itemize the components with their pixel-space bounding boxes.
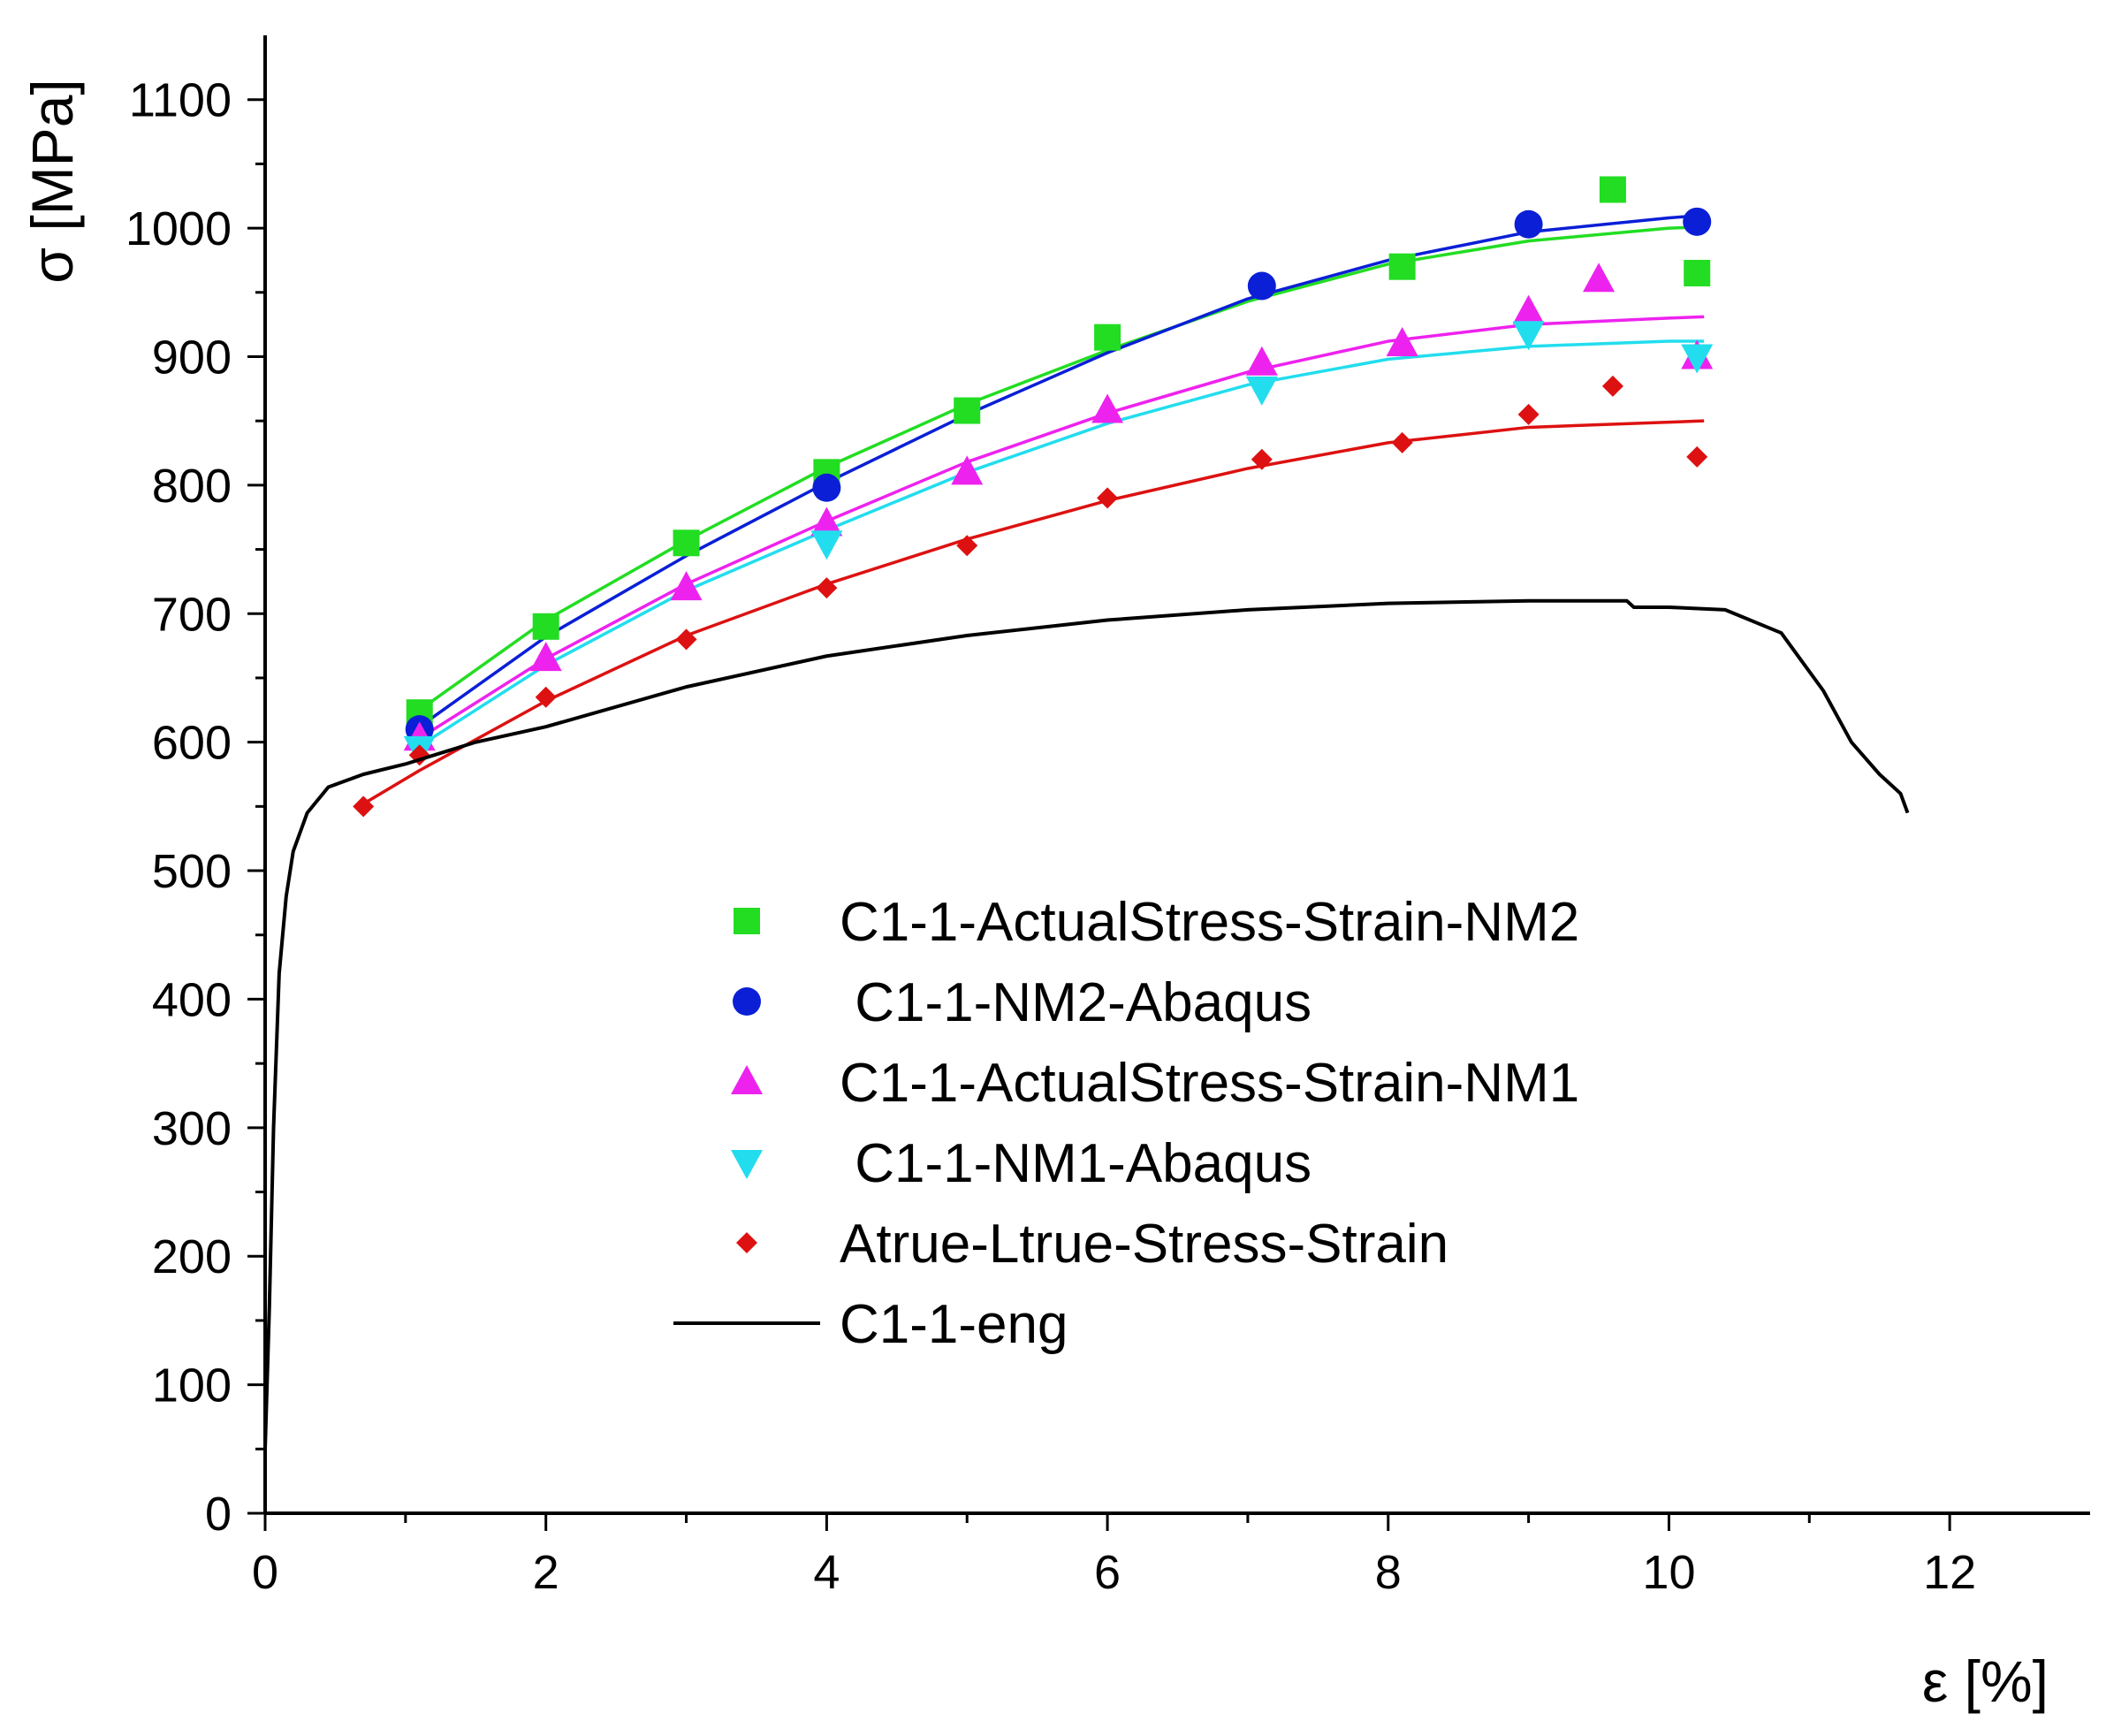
data-point xyxy=(1681,344,1714,374)
data-point xyxy=(1512,294,1545,324)
legend-label: C1-1-NM2-Abaqus xyxy=(840,972,1311,1033)
data-point xyxy=(1684,259,1711,286)
data-point xyxy=(1251,448,1273,470)
series-line-c1-1-eng xyxy=(263,598,1910,1450)
data-point xyxy=(535,686,557,708)
axes: 0 2 4 6 8 10 12 0 100 200 300 400 500 600 700 800 900 100… xyxy=(125,35,2090,1599)
data-point xyxy=(816,577,838,599)
data-point xyxy=(1245,376,1278,406)
data-point xyxy=(812,473,841,502)
x-axis-title: ε [%] xyxy=(1922,1648,2049,1714)
x-tick-label: 4 xyxy=(813,1546,840,1599)
data-point xyxy=(1388,253,1416,280)
legend-label: C1-1-ActualStress-Strain-NM2 xyxy=(840,892,1579,953)
data-point xyxy=(1247,271,1276,301)
legend-marker xyxy=(733,987,761,1016)
data-point xyxy=(1601,375,1623,397)
data-point xyxy=(1583,263,1616,293)
y-tick-label: 600 xyxy=(152,717,232,770)
x-tick-label: 12 xyxy=(1923,1546,1976,1599)
data-point xyxy=(1097,487,1119,509)
fit-curve xyxy=(418,339,1705,748)
legend-marker xyxy=(734,908,760,934)
y-tick-label: 400 xyxy=(152,973,232,1026)
y-tick-label: 1000 xyxy=(125,202,232,255)
fit-curve xyxy=(418,213,1705,728)
y-tick-label: 300 xyxy=(152,1102,232,1155)
legend-marker xyxy=(731,1150,763,1179)
legend: C1-1-ActualStress-Strain-NM2 C1-1-NM2-Ab… xyxy=(673,892,1579,1355)
data-point xyxy=(951,455,984,485)
x-tick-label: 6 xyxy=(1094,1546,1121,1599)
data-point xyxy=(673,529,700,557)
data-point xyxy=(675,628,697,651)
data-point xyxy=(810,530,843,560)
data-point xyxy=(1391,431,1413,453)
y-axis-title: σ [MPa] xyxy=(19,79,85,283)
data-point xyxy=(954,397,981,424)
y-tick-label: 900 xyxy=(152,331,232,384)
data-series xyxy=(263,176,1910,1450)
data-point xyxy=(529,642,562,672)
legend-marker xyxy=(736,1232,757,1253)
y-tick-label: 1100 xyxy=(129,74,232,127)
data-point xyxy=(1386,326,1418,356)
y-tick-label: 500 xyxy=(152,845,232,898)
data-point xyxy=(532,613,559,640)
y-tick-label: 200 xyxy=(152,1230,232,1283)
data-point xyxy=(1094,324,1121,351)
y-tick-label: 700 xyxy=(152,588,232,641)
y-tick-label: 100 xyxy=(152,1359,232,1412)
legend-label: C1-1-eng xyxy=(840,1294,1068,1355)
legend-label: C1-1-ActualStress-Strain-NM1 xyxy=(840,1053,1579,1114)
data-point xyxy=(1599,176,1626,203)
x-tick-label: 10 xyxy=(1642,1546,1695,1599)
legend-marker xyxy=(731,1065,763,1094)
data-point xyxy=(1245,346,1278,376)
fit-curve xyxy=(362,419,1705,805)
x-tick-label: 8 xyxy=(1375,1546,1402,1599)
data-point xyxy=(956,535,978,557)
legend-label: Atrue-Ltrue-Stress-Strain xyxy=(840,1214,1448,1275)
legend-label: C1-1-NM1-Abaqus xyxy=(840,1133,1311,1194)
y-tick-label: 800 xyxy=(152,460,232,513)
data-point xyxy=(810,506,843,537)
data-point xyxy=(1514,209,1543,239)
data-point xyxy=(1091,393,1124,423)
data-point xyxy=(1686,445,1708,468)
x-tick-label: 0 xyxy=(252,1546,278,1599)
data-point xyxy=(1683,207,1712,236)
data-point xyxy=(1517,403,1540,425)
data-point xyxy=(1512,321,1545,351)
x-tick-label: 2 xyxy=(533,1546,559,1599)
data-point xyxy=(670,571,703,601)
y-tick-label: 0 xyxy=(205,1488,232,1541)
data-point xyxy=(353,796,375,818)
